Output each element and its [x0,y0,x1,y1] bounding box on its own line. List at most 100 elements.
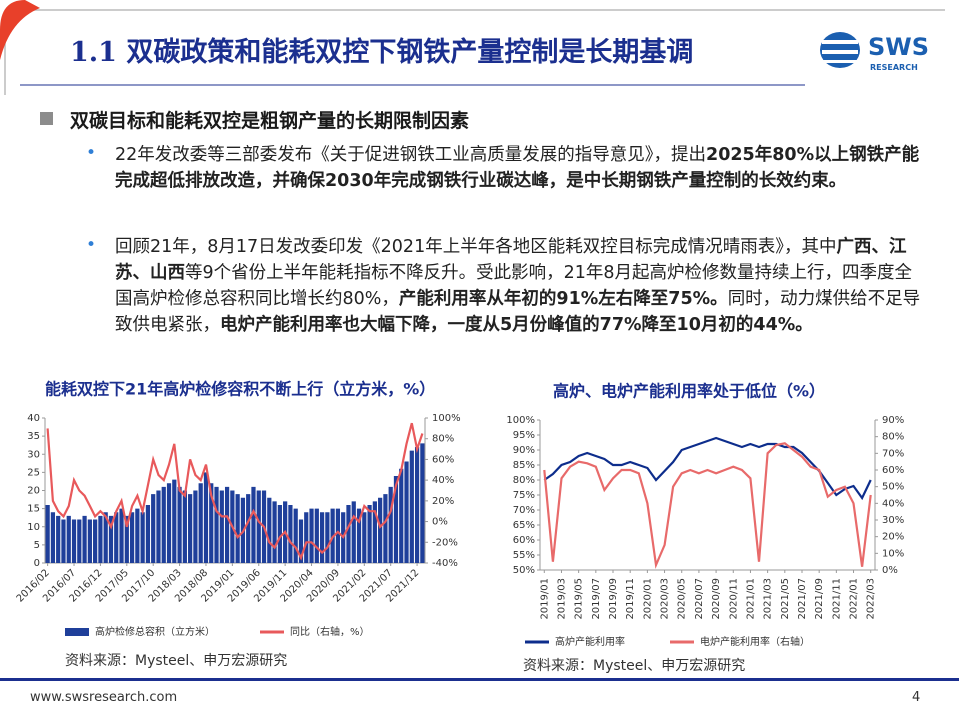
bar [124,515,129,563]
bar [404,461,409,563]
bar [103,512,108,563]
bar [66,515,71,563]
bar [182,490,187,563]
bar [298,519,304,563]
logo-subtext: RESEARCH [870,63,918,72]
legend-label: 同比（右轴，%） [290,625,370,638]
y2-tick-label: 40% [882,498,904,509]
bar [393,476,399,563]
bullet: 22年发改委等三部委发布《关于促进钢铁工业高质量发展的指导意见》，提出2025年… [115,142,927,194]
x-tick-label: 2021/09 [814,578,825,620]
y2-tick-label: 20% [882,532,904,543]
bar [335,508,341,563]
y-tick-label: 55% [513,550,535,561]
bullet-text: 同时，动力煤供给不足导致供电紧张， [115,289,921,335]
bar [272,501,277,563]
y-tick-label: 70% [513,505,535,516]
bar [251,486,256,563]
footer-url: www.swsresearch.com [30,690,178,705]
bar [409,450,414,563]
bar [362,512,367,563]
bar [129,512,135,563]
x-tick-label: 2020/07 [694,578,705,620]
y2-tick-label: -40% [432,558,458,569]
bar [219,490,224,563]
bar [383,494,388,563]
bar [351,501,356,563]
bullet: 回顾21年，8月17日发改委印发《2021年上半年各地区能耗双控目标完成情况晴雨… [115,234,927,338]
bar [77,519,82,563]
x-tick-label: 2022/01 [849,578,860,620]
y-tick-label: 65% [513,520,535,531]
y-tick-label: 90% [513,445,535,456]
bar [304,512,309,563]
x-tick-label: 2019/09 [608,578,619,620]
bar [325,512,330,563]
y-tick-label: 10 [27,522,40,533]
logo-icon [820,32,860,68]
y2-tick-label: 100% [432,413,461,424]
bar [399,468,404,563]
y-tick-label: 50% [513,565,535,576]
bar [288,505,293,563]
bullet-dot: • [86,143,97,163]
legend-label: 电炉产能利用率（右轴） [700,635,810,648]
line-series [46,422,424,561]
y-tick-label: 35 [27,431,40,442]
y2-tick-label: 60% [882,465,904,476]
bar [372,501,377,563]
bar [98,515,103,563]
x-tick-label: 2021/05 [780,578,791,620]
y2-tick-label: 30% [882,515,904,526]
corner [0,0,40,60]
y2-tick-label: 20% [432,496,454,507]
x-tick-label: 2020/05 [677,578,688,620]
x-tick-label: 2019/07 [591,578,602,620]
slide-title: 1.1 双碳政策和能耗双控下钢铁产量控制是长期基调 [70,37,694,68]
y2-tick-label: 70% [882,448,904,459]
source: 资料来源：Mysteel、申万宏源研究 [523,658,745,674]
bar [140,512,145,563]
y2-tick-label: 10% [882,548,904,559]
y-tick-label: 15 [27,504,40,515]
bar [108,515,114,563]
bullet-text: 产能利用率从年初的91%左右降至75%。 [398,289,728,309]
bar [177,486,182,563]
y-tick-label: 0 [34,558,40,569]
bar [45,505,50,563]
bullet-text: 等9个省份上半年能耗指标不降反升。受此影响，21年8月起高炉检修数量持续上行，四… [115,263,913,309]
bar [367,505,372,563]
bar [87,519,92,563]
bar [420,443,425,563]
footer-rule [0,678,959,681]
y-tick-label: 75% [513,490,535,501]
bar [93,519,98,563]
x-tick-label: 2022/03 [866,578,877,620]
x-tick-label: 2019/01 [539,578,550,620]
x-tick-label: 2019/05 [574,578,585,620]
bar [235,494,240,563]
bullet-text: 电炉产能利用率也大幅下降，一度从5月份峰值的77%降至10月初的44%。 [220,315,813,335]
x-tick-label: 2021/11 [831,578,842,620]
x-tick-label: 2019/03 [556,578,567,620]
bullet-text: 广西、江苏、山西 [115,237,907,283]
bar [378,497,383,563]
bar [246,494,251,563]
x-tick-label: 2020/11 [728,578,739,620]
bullet-text: 回顾21年，8月17日发改委印发《2021年上半年各地区能耗双控目标完成情况晴雨… [115,237,837,257]
y2-tick-label: -20% [432,537,458,548]
bar [119,508,124,563]
bar [56,515,61,563]
y2-tick-label: 80% [432,434,454,445]
logo-text: SWS [868,33,929,61]
y2-tick-label: 0% [882,565,898,576]
bar [414,447,420,563]
bar [209,483,214,563]
bar [256,490,261,563]
line-series [543,436,872,501]
bar [82,515,87,563]
line-series [543,442,872,570]
x-tick-label: 2019/11 [625,578,636,620]
